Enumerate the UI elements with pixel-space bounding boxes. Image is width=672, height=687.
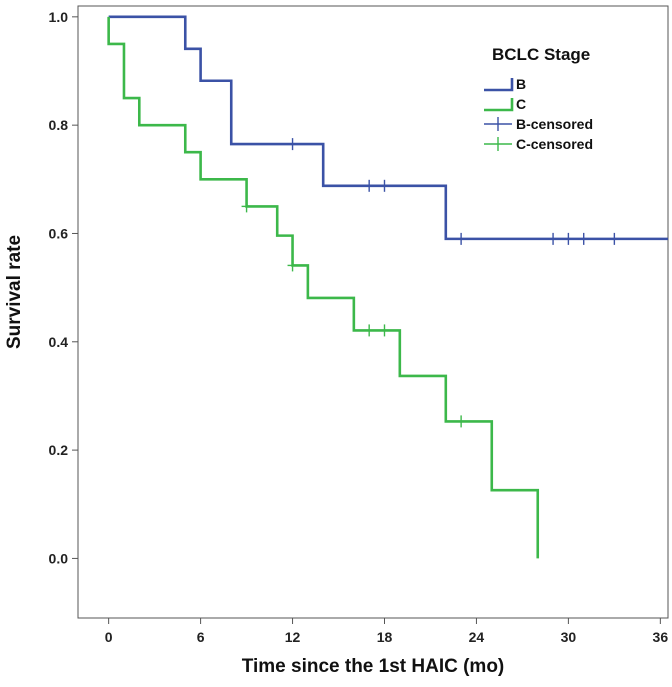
- x-tick-label-12: 12: [285, 629, 301, 645]
- censor-mark-C-4: [456, 415, 467, 428]
- legend-line-icon: [484, 78, 514, 92]
- legend-item-C-censored: C-censored: [484, 136, 593, 152]
- curve-C: [107, 16, 540, 559]
- legend-item-B-censored: B-censored: [484, 116, 593, 132]
- censor-mark-B-0: [287, 138, 298, 151]
- legend-label-C: C: [516, 96, 526, 112]
- legend-label-B-censored: B-censored: [516, 116, 593, 132]
- x-axis-title: Time since the 1st HAIC (mo): [242, 656, 505, 677]
- censor-mark-B-2: [379, 179, 390, 192]
- y-tick-label-0: 0.0: [49, 550, 69, 566]
- censor-mark-C-2: [364, 324, 375, 337]
- x-tick-label-18: 18: [377, 629, 393, 645]
- censor-mark-B-7: [609, 232, 620, 245]
- y-tick-label-3: 0.6: [49, 225, 69, 241]
- y-tick-label-5: 1.0: [49, 9, 69, 25]
- axes: 0 6 12 18 24 30 36 0.0 0.2 0.4 0.6 0.8 1.0: [49, 9, 669, 645]
- x-tick-label-30: 30: [561, 629, 577, 645]
- plot-area-border: [77, 5, 669, 619]
- x-tick-label-0: 0: [105, 629, 113, 645]
- legend-line-icon: [484, 98, 514, 112]
- y-tick-label-1: 0.2: [49, 442, 69, 458]
- censor-mark-B-1: [364, 179, 375, 192]
- curve-B: [108, 15, 668, 241]
- legend-item-B: B: [484, 76, 526, 92]
- censor-mark-C-3: [379, 324, 390, 337]
- y-axis-title: Survival rate: [4, 235, 25, 349]
- censor-mark-C-1: [287, 259, 298, 272]
- y-tick-label-4: 0.8: [49, 117, 69, 133]
- legend-item-C: C: [484, 96, 526, 112]
- x-tick-label-6: 6: [197, 629, 205, 645]
- x-tick-label-24: 24: [469, 629, 485, 645]
- censor-mark-B-5: [563, 232, 574, 245]
- legend-title: BCLC Stage: [492, 45, 590, 64]
- legend-label-B: B: [516, 76, 526, 92]
- censor-mark-B-3: [456, 232, 467, 245]
- x-tick-label-36: 36: [653, 629, 669, 645]
- censor-mark-C-0: [241, 200, 252, 213]
- legend: BCLC Stage BC B-censored C-censored: [484, 45, 593, 152]
- y-tick-label-2: 0.4: [49, 334, 69, 350]
- plot-frame: [77, 5, 669, 619]
- censor-marks: [241, 138, 620, 428]
- censor-mark-B-4: [548, 232, 559, 245]
- censor-mark-B-6: [578, 232, 589, 245]
- survival-curves: [107, 15, 668, 559]
- legend-label-C-censored: C-censored: [516, 136, 593, 152]
